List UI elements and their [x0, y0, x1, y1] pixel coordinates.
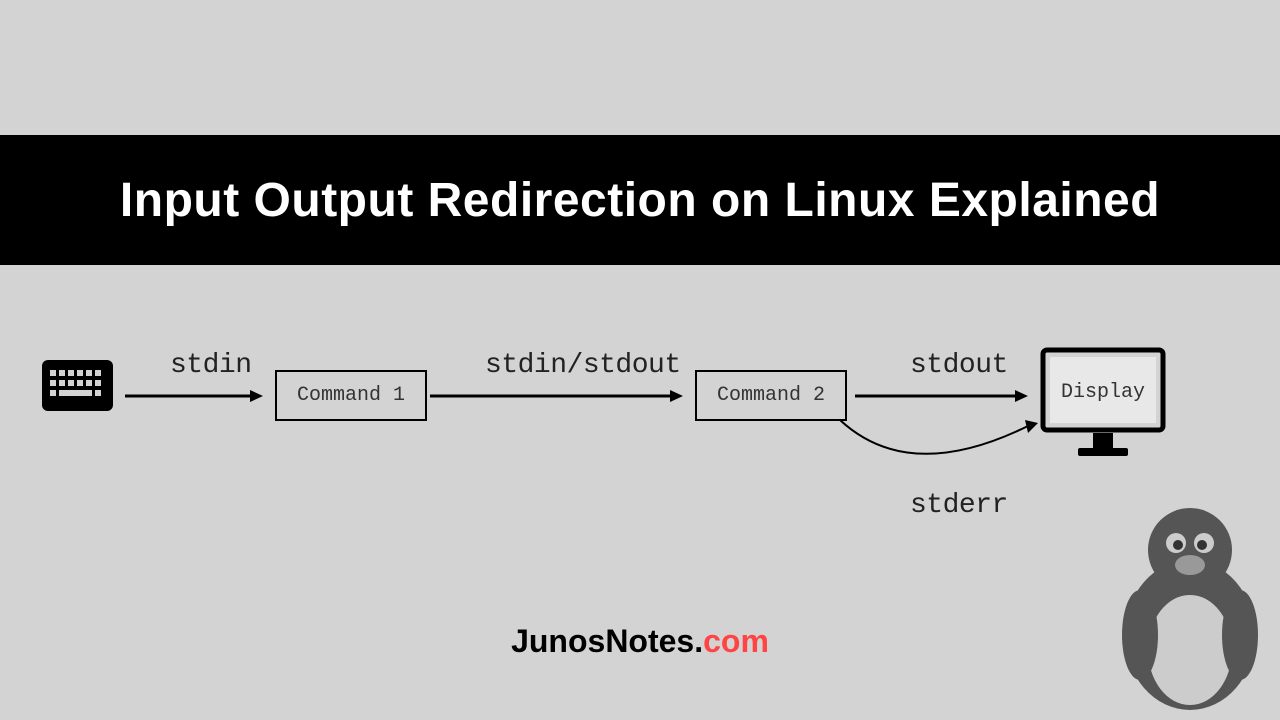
- stderr-label: stderr: [910, 490, 1008, 521]
- stdin-label: stdin: [170, 350, 252, 381]
- stdout-label: stdout: [910, 350, 1008, 381]
- display-icon: Display: [1038, 345, 1168, 465]
- keyboard-icon: [40, 358, 115, 418]
- command1-box: Command 1: [275, 370, 427, 421]
- tux-icon: [1100, 495, 1280, 720]
- display-label: Display: [1061, 381, 1145, 404]
- arrow-stderr: [830, 415, 1050, 495]
- page-title: Input Output Redirection on Linux Explai…: [120, 173, 1160, 228]
- flow-diagram: stdin Command 1 stdin/stdout Command 2 s…: [40, 340, 1240, 540]
- arrow-stdout: [855, 388, 1030, 408]
- footer-part2: com: [703, 623, 769, 659]
- command2-box: Command 2: [695, 370, 847, 421]
- stdin-stdout-label: stdin/stdout: [485, 350, 681, 381]
- arrow-stdin: [125, 388, 265, 408]
- footer-part1: JunosNotes.: [511, 623, 703, 659]
- footer-branding: JunosNotes.com: [0, 623, 1280, 660]
- arrow-stdin-stdout: [430, 388, 685, 408]
- title-bar: Input Output Redirection on Linux Explai…: [0, 135, 1280, 265]
